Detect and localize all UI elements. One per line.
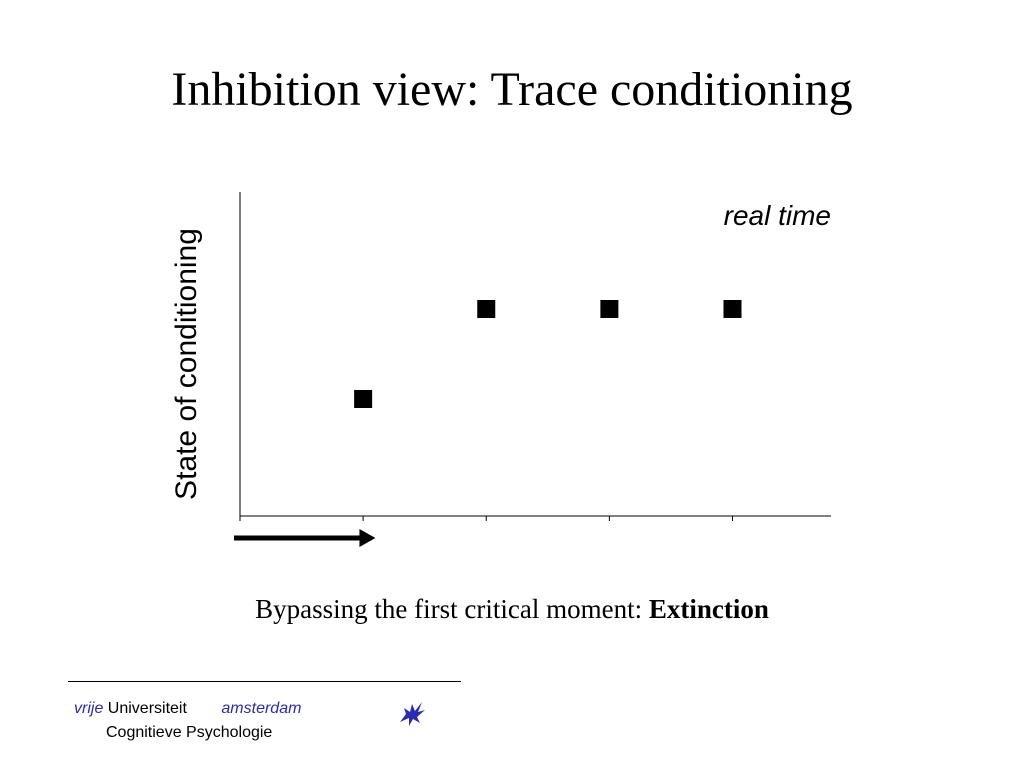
y-axis-label: State of conditioning (170, 228, 203, 500)
time-arrow-head (359, 529, 376, 547)
chart-axes (239, 192, 831, 517)
data-point-3 (600, 300, 619, 318)
real-time-annotation: real time (723, 200, 831, 231)
slide-title: Inhibition view: Trace conditioning (171, 63, 853, 116)
slide-caption: Bypassing the first critical moment: Ext… (0, 594, 1024, 625)
chart-points (354, 300, 742, 408)
data-point-4 (723, 300, 742, 318)
data-point-1 (354, 390, 373, 408)
griffin-logo-icon (400, 702, 425, 726)
footer-vrije: vrije (74, 700, 104, 717)
caption-text: Bypassing the first critical moment: (255, 594, 649, 624)
footer-universiteit: Universiteit (107, 700, 187, 717)
caption-emphasis: Extinction (648, 594, 769, 624)
chart-ticks (239, 516, 733, 521)
footer-university: vrije Universiteit amsterdam (74, 700, 301, 718)
footer-amsterdam: amsterdam (221, 700, 302, 717)
data-point-2 (477, 300, 496, 318)
time-arrow (234, 529, 376, 547)
footer-department: Cognitieve Psychologie (106, 724, 273, 741)
footer-divider (68, 681, 461, 682)
